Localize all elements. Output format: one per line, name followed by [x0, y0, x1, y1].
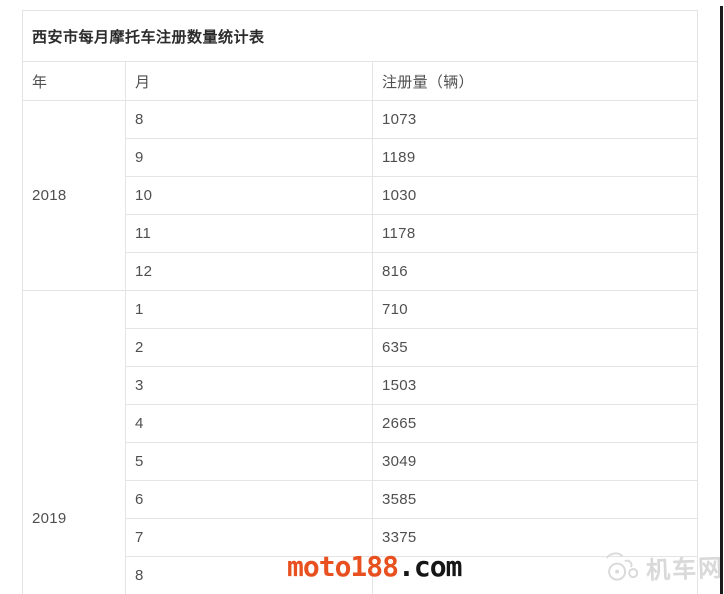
table-row: 4 2665	[23, 404, 699, 443]
count-cell: 3585	[371, 480, 699, 519]
month-cell: 12	[125, 252, 373, 291]
month-cell: 6	[125, 480, 373, 519]
watermark-brand-text: moto188	[287, 550, 399, 583]
count-cell: 1503	[371, 366, 699, 405]
year-cell-2019: 2019	[22, 290, 126, 594]
table-row: 12 816	[23, 252, 699, 291]
count-cell: 3375	[371, 518, 699, 557]
column-header-count: 注册量（辆）	[371, 61, 699, 101]
table-header-row: 年 月 注册量（辆）	[22, 61, 699, 101]
month-cell: 7	[125, 518, 373, 557]
year-cell-2018: 2018	[22, 100, 126, 291]
count-cell: 1073	[371, 100, 699, 139]
month-cell: 2	[125, 328, 373, 367]
table-row: 3 1503	[23, 366, 699, 405]
site-logo: 机车网	[602, 546, 724, 589]
count-cell: 3049	[371, 442, 699, 481]
count-cell: 816	[371, 252, 699, 291]
table-row: 7 3375	[23, 518, 699, 557]
month-cell: 11	[125, 214, 373, 253]
scooter-icon	[602, 549, 641, 589]
column-header-year: 年	[22, 61, 126, 101]
table-row: 11 1178	[23, 214, 699, 253]
table-row: 2019 1 710	[22, 290, 699, 594]
month-cell: 8	[125, 556, 373, 594]
month-cell: 4	[125, 404, 373, 443]
watermark-moto188: moto188.com	[287, 550, 462, 583]
table-row: 2018 8 1073	[22, 100, 699, 291]
watermark-suffix-text: .com	[398, 550, 462, 583]
count-cell: 2665	[371, 404, 699, 443]
count-cell: 1030	[371, 176, 699, 215]
registration-stats-table: 西安市每月摩托车注册数量统计表 年 月 注册量（辆） 2018 8 1073 9…	[21, 10, 699, 594]
count-cell: 1178	[371, 214, 699, 253]
site-logo-text: 机车网	[645, 554, 724, 585]
month-cell: 5	[125, 442, 373, 481]
month-cell: 9	[125, 138, 373, 177]
table-row: 8	[23, 556, 699, 594]
screenshot-edge-bar	[720, 6, 723, 594]
month-cell: 10	[125, 176, 373, 215]
count-cell: 1189	[371, 138, 699, 177]
count-cell: 635	[371, 328, 699, 367]
month-cell: 3	[125, 366, 373, 405]
month-cell: 8	[125, 100, 373, 139]
column-header-month: 月	[125, 61, 373, 101]
table-row: 2 635	[23, 328, 699, 367]
month-cell: 1	[125, 290, 373, 329]
table-title-row: 西安市每月摩托车注册数量统计表	[21, 10, 699, 62]
table-title: 西安市每月摩托车注册数量统计表	[21, 10, 699, 62]
count-cell	[371, 556, 699, 594]
count-cell: 710	[371, 290, 699, 329]
